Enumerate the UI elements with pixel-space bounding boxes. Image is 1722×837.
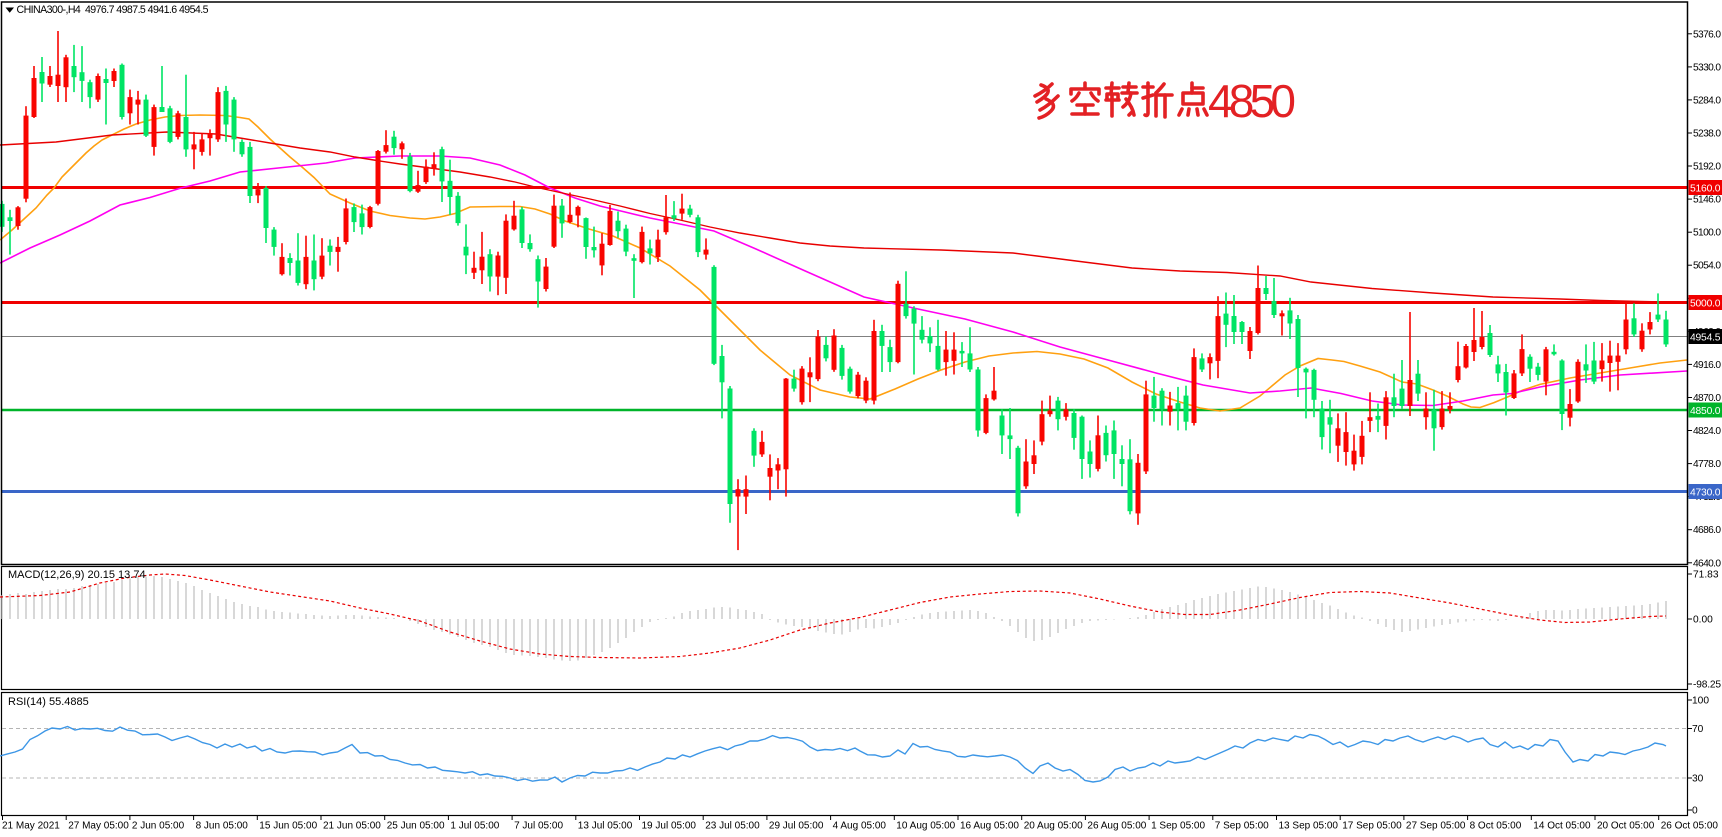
svg-text:20 Aug 05:00: 20 Aug 05:00 xyxy=(1024,821,1083,832)
svg-text:21 May 2021: 21 May 2021 xyxy=(2,821,60,832)
svg-text:30: 30 xyxy=(1692,774,1704,785)
svg-text:5054.0: 5054.0 xyxy=(1693,261,1721,272)
svg-text:5330.0: 5330.0 xyxy=(1693,62,1721,73)
svg-text:0: 0 xyxy=(1692,806,1698,817)
svg-text:0.00: 0.00 xyxy=(1693,615,1713,626)
svg-text:8 Oct 05:00: 8 Oct 05:00 xyxy=(1470,821,1522,832)
svg-text:1 Jul 05:00: 1 Jul 05:00 xyxy=(450,821,499,832)
svg-text:10 Aug 05:00: 10 Aug 05:00 xyxy=(896,821,955,832)
svg-text:13 Jul 05:00: 13 Jul 05:00 xyxy=(578,821,633,832)
svg-text:14 Oct 05:00: 14 Oct 05:00 xyxy=(1533,821,1591,832)
svg-text:7 Jul 05:00: 7 Jul 05:00 xyxy=(514,821,563,832)
svg-text:20 Oct 05:00: 20 Oct 05:00 xyxy=(1597,821,1655,832)
svg-text:5284.0: 5284.0 xyxy=(1693,95,1721,106)
svg-text:4850: 4850 xyxy=(1208,75,1296,127)
svg-text:27 Sep 05:00: 27 Sep 05:00 xyxy=(1406,821,1466,832)
svg-text:4916.0: 4916.0 xyxy=(1693,360,1721,371)
svg-text:CHINA300-,H4 4976.7 4987.5 49: CHINA300-,H4 4976.7 4987.5 4941.6 4954.5 xyxy=(17,4,209,16)
svg-text:8 Jun 05:00: 8 Jun 05:00 xyxy=(196,821,249,832)
svg-text:25 Jun 05:00: 25 Jun 05:00 xyxy=(387,821,445,832)
svg-text:71.83: 71.83 xyxy=(1693,570,1719,581)
svg-text:5000.0: 5000.0 xyxy=(1690,298,1721,309)
svg-text:16 Aug 05:00: 16 Aug 05:00 xyxy=(960,821,1019,832)
svg-text:4824.0: 4824.0 xyxy=(1693,426,1721,437)
svg-text:RSI(14) 55.4885: RSI(14) 55.4885 xyxy=(8,696,89,708)
svg-text:70: 70 xyxy=(1692,724,1704,735)
svg-text:23 Jul 05:00: 23 Jul 05:00 xyxy=(705,821,760,832)
svg-text:4730.0: 4730.0 xyxy=(1690,487,1721,498)
svg-text:5376.0: 5376.0 xyxy=(1693,29,1721,40)
svg-text:5160.0: 5160.0 xyxy=(1690,183,1721,194)
svg-text:1 Sep 05:00: 1 Sep 05:00 xyxy=(1151,821,1205,832)
svg-text:5238.0: 5238.0 xyxy=(1693,128,1721,139)
svg-text:5192.0: 5192.0 xyxy=(1693,162,1721,173)
svg-text:19 Jul 05:00: 19 Jul 05:00 xyxy=(642,821,697,832)
svg-text:29 Jul 05:00: 29 Jul 05:00 xyxy=(769,821,824,832)
svg-text:4686.0: 4686.0 xyxy=(1693,525,1721,536)
svg-text:7 Sep 05:00: 7 Sep 05:00 xyxy=(1215,821,1269,832)
svg-text:5146.0: 5146.0 xyxy=(1693,195,1721,206)
svg-text:4850.0: 4850.0 xyxy=(1690,406,1721,417)
svg-text:4640.0: 4640.0 xyxy=(1693,558,1721,569)
svg-text:100: 100 xyxy=(1692,696,1709,707)
svg-text:27 May 05:00: 27 May 05:00 xyxy=(68,821,129,832)
svg-text:17 Sep 05:00: 17 Sep 05:00 xyxy=(1342,821,1402,832)
svg-text:15 Jun 05:00: 15 Jun 05:00 xyxy=(259,821,317,832)
svg-text:26 Oct 05:00: 26 Oct 05:00 xyxy=(1661,821,1719,832)
svg-text:21 Jun 05:00: 21 Jun 05:00 xyxy=(323,821,381,832)
svg-text:4 Aug 05:00: 4 Aug 05:00 xyxy=(833,821,887,832)
svg-text:26 Aug 05:00: 26 Aug 05:00 xyxy=(1087,821,1146,832)
svg-text:4954.5: 4954.5 xyxy=(1690,332,1721,343)
svg-text:4778.0: 4778.0 xyxy=(1693,459,1721,470)
svg-text:13 Sep 05:00: 13 Sep 05:00 xyxy=(1279,821,1339,832)
svg-text:5100.0: 5100.0 xyxy=(1693,228,1721,239)
svg-text:2 Jun 05:00: 2 Jun 05:00 xyxy=(132,821,185,832)
svg-text:MACD(12,26,9) 20.15 13.74: MACD(12,26,9) 20.15 13.74 xyxy=(8,569,146,581)
svg-text:4870.0: 4870.0 xyxy=(1693,393,1721,404)
svg-text:-98.25: -98.25 xyxy=(1693,680,1721,691)
